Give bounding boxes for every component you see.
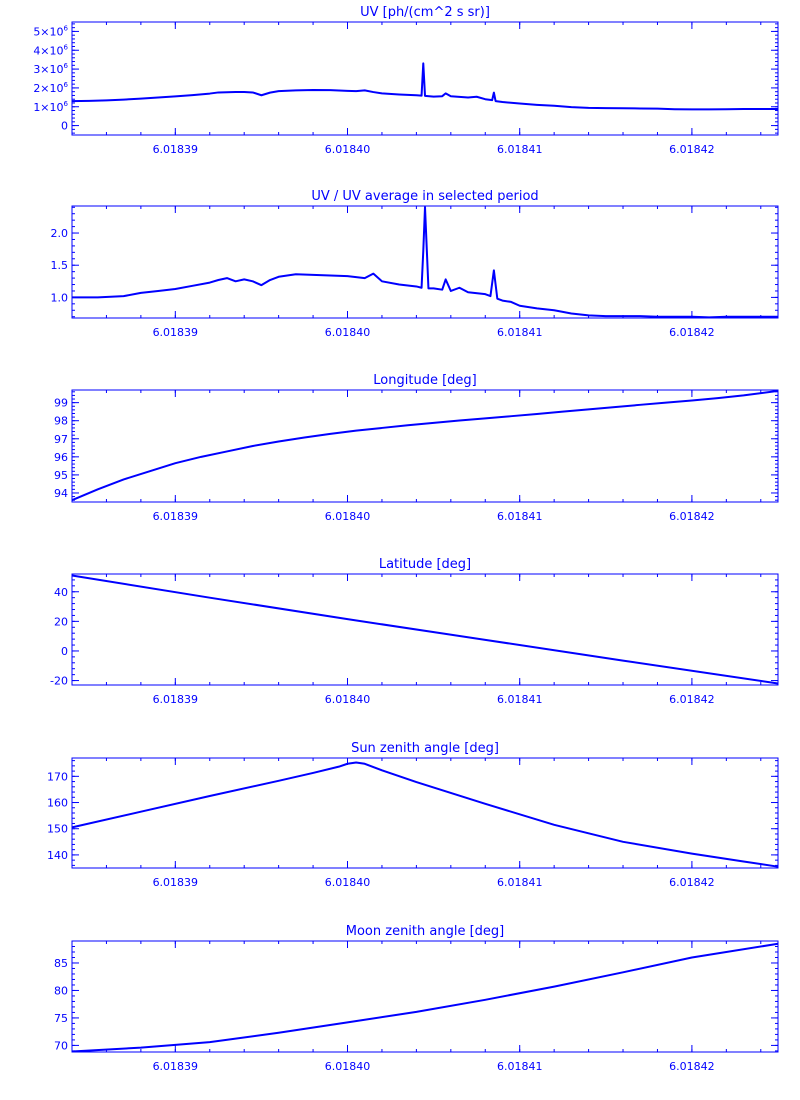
series-line [71,942,779,1053]
y-tick-label: 1×106 [33,100,68,114]
y-tick-label: 0 [61,120,68,133]
y-tick-label: 85 [54,957,68,970]
chart-title: Latitude [deg] [379,557,471,572]
y-tick-label: 80 [54,984,68,997]
y-tick-label: 94 [54,487,68,500]
x-tick-label: 6.01842 [669,1060,715,1073]
series-line [71,761,779,868]
chart-title: UV / UV average in selected period [311,189,538,204]
x-tick-label: 6.01840 [325,143,371,156]
y-tick-label: -20 [50,675,68,688]
plot-frame [71,573,779,686]
x-tick-label: 6.01839 [153,143,199,156]
series-line [71,574,779,685]
chart-panel-6: Moon zenith angle [deg] 6.01839 6.01840 6.0… [54,924,779,1073]
y-tick-label: 2.0 [51,227,69,240]
x-tick-label: 6.01839 [153,326,199,339]
y-tick-label: 140 [47,849,68,862]
x-tick-label: 6.01841 [497,876,543,889]
chart-title: Longitude [deg] [373,373,476,388]
series-line [72,206,778,319]
y-tick-label: 70 [54,1039,68,1052]
chart-title: Moon zenith angle [deg] [346,924,504,939]
chart-title: UV [ph/(cm^2 s sr)] [360,5,490,20]
chart-panel-3: Longitude [deg] 6.01839 6.01840 6.01841 6.01… [54,373,779,523]
y-tick-label: 160 [47,797,68,810]
y-tick-label: 20 [54,615,68,628]
x-tick-label: 6.01841 [497,510,543,523]
x-tick-label: 6.01841 [497,693,543,706]
plot-frame [71,940,779,1053]
plot-frame [71,205,779,319]
chart-panel-4: Latitude [deg] 6.01839 6.01840 6.01841 6.018… [50,557,779,706]
y-tick-label: 40 [54,586,68,599]
x-tick-label: 6.01842 [669,693,715,706]
x-tick-label: 6.01840 [325,876,371,889]
x-tick-label: 6.01840 [325,326,371,339]
y-tick-label: 99 [54,397,68,410]
series-line [71,62,778,111]
chart-panel-2: UV / UV average in selected period 6.0183… [51,189,779,339]
chart-panel-5: Sun zenith angle [deg] 6.01839 6.01840 6.01… [47,741,779,889]
x-tick-label: 6.01840 [325,693,371,706]
chart-panel-1: UV [ph/(cm^2 s sr)] 6.01839 6.01840 6.01841… [33,5,779,156]
y-tick-label: 3×106 [33,62,68,76]
x-tick-label: 6.01841 [497,326,543,339]
x-tick-label: 6.01839 [153,510,199,523]
series-line [71,389,779,502]
y-tick-label: 4×106 [33,43,68,57]
plot-frame [71,389,779,503]
y-tick-label: 0 [61,645,68,658]
x-tick-label: 6.01841 [497,143,543,156]
x-tick-label: 6.01842 [669,326,715,339]
y-tick-label: 170 [47,770,68,783]
y-tick-label: 2×106 [33,81,68,95]
y-tick-label: 75 [54,1012,68,1025]
y-tick-label: 1.0 [51,291,69,304]
x-tick-label: 6.01841 [497,1060,543,1073]
y-tick-label: 150 [47,823,68,836]
plot-frame [71,21,779,136]
x-tick-label: 6.01840 [325,1060,371,1073]
plot-frame [71,757,779,869]
x-tick-label: 6.01840 [325,510,371,523]
y-tick-label: 95 [54,469,68,482]
y-tick-label: 96 [54,451,68,464]
x-tick-label: 6.01839 [153,876,199,889]
y-tick-label: 5×106 [33,24,68,38]
x-tick-label: 6.01839 [153,1060,199,1073]
chart-title: Sun zenith angle [deg] [351,741,499,756]
y-tick-label: 1.5 [51,259,69,272]
x-tick-label: 6.01842 [669,510,715,523]
x-tick-label: 6.01839 [153,693,199,706]
y-tick-label: 97 [54,433,68,446]
x-tick-label: 6.01842 [669,143,715,156]
x-tick-label: 6.01842 [669,876,715,889]
y-tick-label: 98 [54,415,68,428]
